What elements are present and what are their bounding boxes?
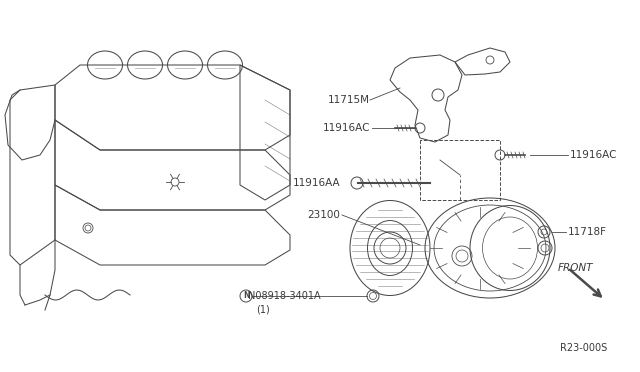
Text: 11715M: 11715M: [328, 95, 370, 105]
Text: N08918-3401A: N08918-3401A: [248, 291, 321, 301]
Text: 11718F: 11718F: [568, 227, 607, 237]
Text: 11916AC: 11916AC: [570, 150, 618, 160]
Text: N: N: [243, 292, 249, 301]
Text: 23100: 23100: [307, 210, 340, 220]
Text: 11916AC: 11916AC: [323, 123, 370, 133]
Text: (1): (1): [256, 305, 269, 315]
Text: 11916AA: 11916AA: [292, 178, 340, 188]
Text: FRONT: FRONT: [558, 263, 593, 273]
Text: R23-000S: R23-000S: [560, 343, 607, 353]
